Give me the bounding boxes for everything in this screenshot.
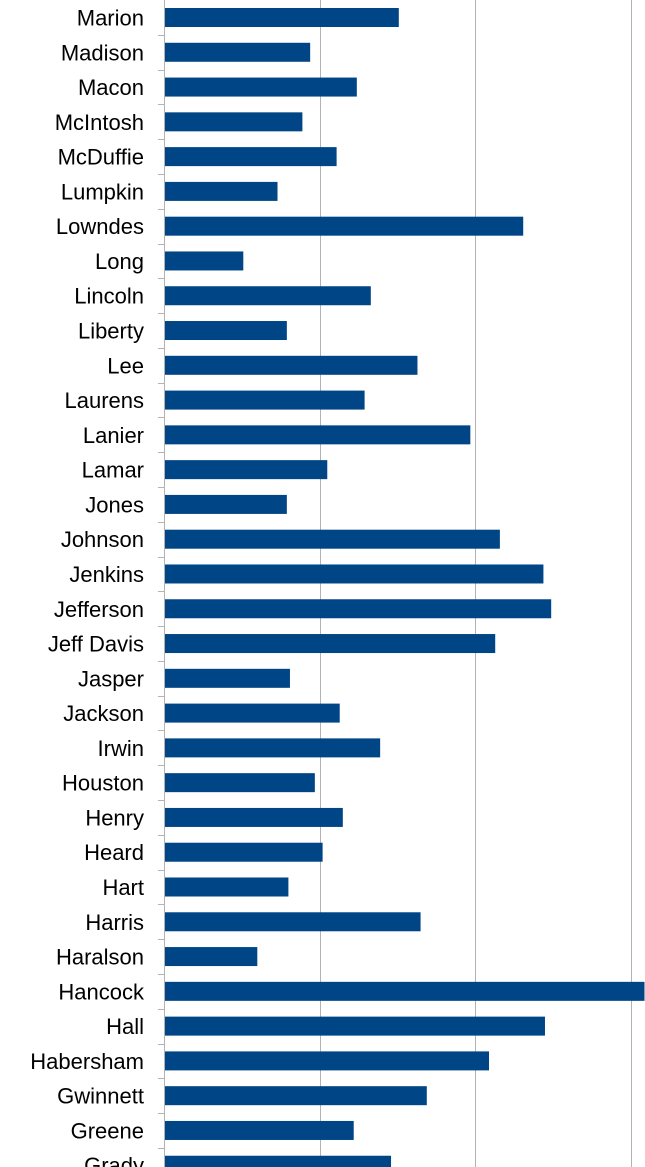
bar-jackson — [165, 703, 340, 723]
category-label: Grady — [84, 1153, 144, 1167]
category-label: Greene — [71, 1118, 144, 1143]
bar-johnson — [165, 529, 500, 549]
bar-jenkins — [165, 564, 544, 584]
category-label: Houston — [62, 771, 144, 796]
bar-marion — [165, 8, 399, 27]
bar-lanier — [165, 425, 471, 445]
bar-jefferson — [165, 599, 552, 619]
bar-haralson — [165, 947, 258, 967]
bar-gwinnett — [165, 1086, 427, 1106]
category-label: Long — [95, 249, 144, 274]
category-label: Jones — [85, 492, 144, 517]
bar-hart — [165, 877, 289, 897]
category-label: McDuffie — [58, 145, 144, 170]
category-label: Heard — [84, 840, 144, 865]
category-label: Jefferson — [54, 597, 144, 622]
bar-mcintosh — [165, 112, 303, 132]
category-labels: Marion Madison Macon McIntosh McDuffie Lumpki… — [30, 6, 145, 1167]
category-label: Liberty — [78, 319, 144, 344]
category-label: Jenkins — [69, 562, 144, 587]
bar-hall — [165, 1016, 545, 1036]
bar-grady — [165, 1155, 392, 1167]
bar-greene — [165, 1120, 354, 1140]
category-label: Lincoln — [74, 284, 144, 309]
bar-hancock — [165, 981, 645, 1001]
category-label: Johnson — [61, 527, 144, 552]
bar-jones — [165, 494, 287, 514]
bar-lowndes — [165, 216, 524, 236]
category-label: Lamar — [82, 458, 144, 483]
category-label: Marion — [77, 6, 144, 31]
bar-jasper — [165, 668, 290, 688]
bar-henry — [165, 807, 343, 827]
category-label: Lumpkin — [61, 179, 144, 204]
category-label: Jackson — [63, 701, 144, 726]
category-label: Jeff Davis — [48, 632, 144, 657]
category-label: Irwin — [98, 736, 144, 761]
category-axis — [158, 0, 165, 1167]
category-label: Habersham — [30, 1049, 144, 1074]
category-label: Madison — [61, 40, 144, 65]
category-label: Lowndes — [56, 214, 144, 239]
category-label: Henry — [85, 805, 144, 830]
category-label: Haralson — [56, 945, 144, 970]
category-label: Gwinnett — [57, 1084, 144, 1109]
bars — [165, 8, 645, 1167]
bar-madison — [165, 42, 311, 62]
bar-lee — [165, 355, 418, 375]
category-label: Hart — [102, 875, 144, 900]
bar-irwin — [165, 738, 381, 758]
bar-mcduffie — [165, 147, 337, 167]
bar-lumpkin — [165, 181, 278, 201]
bar-lincoln — [165, 286, 371, 306]
bar-heard — [165, 842, 323, 862]
bar-houston — [165, 773, 315, 793]
category-label: Macon — [78, 75, 144, 100]
bar-lamar — [165, 460, 328, 480]
bar-macon — [165, 77, 357, 97]
category-label: Jasper — [78, 666, 144, 691]
bar-jeff-davis — [165, 634, 496, 654]
bar-liberty — [165, 321, 287, 341]
category-label: Hancock — [58, 979, 145, 1004]
category-label: Laurens — [64, 388, 144, 413]
bar-harris — [165, 912, 421, 932]
category-label: Hall — [106, 1014, 144, 1039]
bar-laurens — [165, 390, 365, 410]
category-label: Lee — [107, 353, 144, 378]
category-label: McIntosh — [55, 110, 144, 135]
grid-lines — [320, 0, 632, 1167]
bar-habersham — [165, 1051, 489, 1071]
bar-long — [165, 251, 244, 271]
category-label: Harris — [85, 910, 144, 935]
category-label: Lanier — [83, 423, 144, 448]
